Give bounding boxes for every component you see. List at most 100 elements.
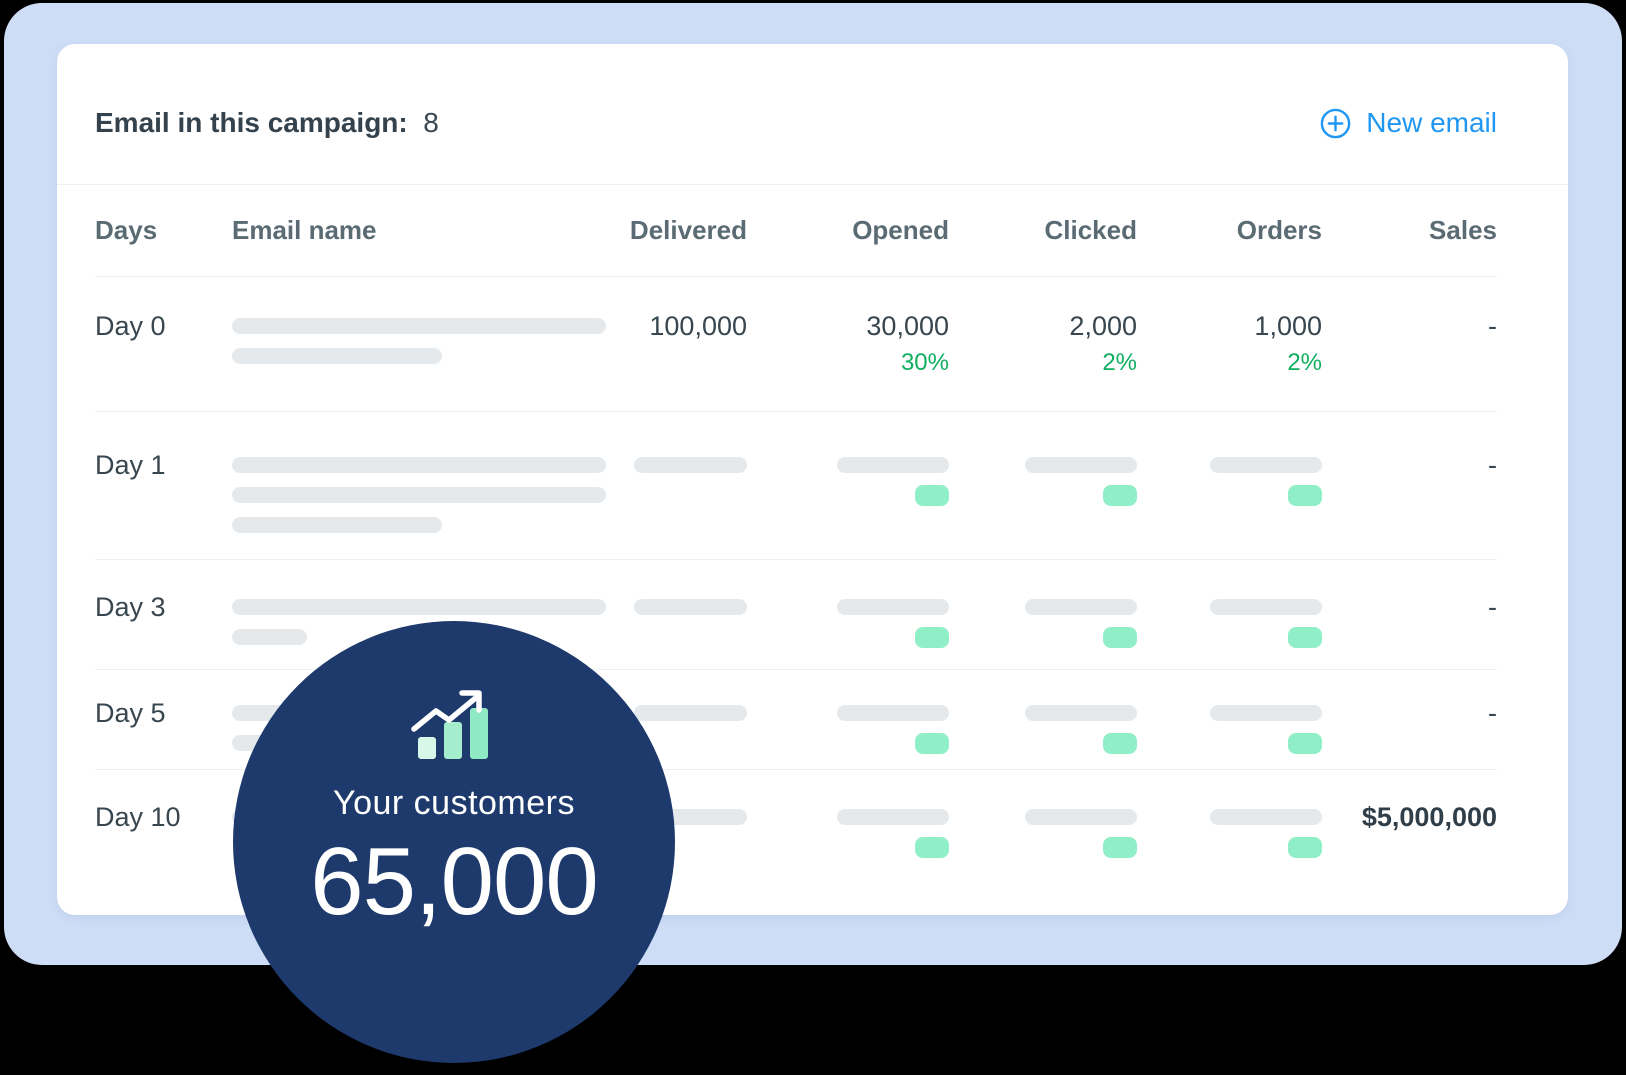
new-email-button[interactable]: New email [1320, 107, 1497, 139]
skeleton-bar [1210, 705, 1322, 721]
column-header-delivered: Delivered [629, 215, 747, 245]
skeleton-bar [232, 629, 307, 645]
day-cell: Day 1 [95, 450, 232, 480]
status-pill [1288, 733, 1322, 754]
sales-value: - [1488, 592, 1497, 622]
skeleton-bar [232, 318, 606, 334]
delivered-cell: 100,000 [622, 311, 747, 341]
email-name-cell [232, 592, 622, 645]
orders-cell [1137, 698, 1322, 754]
opened-cell [747, 450, 949, 506]
clicked-pill-line [949, 485, 1137, 506]
day-cell: Day 5 [95, 698, 232, 728]
table-header-row: Days Email name Delivered Opened Clicked Orde… [95, 185, 1497, 277]
orders-value: 1,000 [1254, 311, 1322, 341]
status-pill [1103, 485, 1137, 506]
sales-value: $5,000,000 [1361, 802, 1497, 832]
skeleton-bar [837, 705, 949, 721]
delivered-cell [622, 592, 747, 615]
table-row: Day 10 $5,000,000 [95, 770, 1497, 913]
skeleton-bar [837, 809, 949, 825]
orders-pill-line [1137, 485, 1322, 506]
column-header-email-name: Email name [232, 215, 377, 245]
sales-value: - [1488, 311, 1497, 341]
clicked-value: 2,000 [1069, 311, 1137, 341]
status-pill [1288, 485, 1322, 506]
day-cell: Day 3 [95, 592, 232, 622]
orders-cell: 1,000 2% [1137, 311, 1322, 376]
skeleton-bar [1025, 705, 1137, 721]
skeleton-bar [1210, 457, 1322, 473]
table-body: Day 0 100,000 30,000 30% 2,000 2% 1,000 2% - Day … [95, 277, 1497, 913]
table-row: Day 1 - [95, 412, 1497, 560]
sales-value: - [1488, 450, 1497, 480]
day-label: Day 3 [95, 592, 166, 622]
skeleton-bar [1025, 457, 1137, 473]
table-row: Day 3 - [95, 560, 1497, 670]
campaign-table: Days Email name Delivered Opened Clicked Orde… [57, 185, 1568, 913]
skeleton-bar [1210, 809, 1322, 825]
skeleton-bar [634, 705, 747, 721]
clicked-cell [949, 450, 1137, 506]
opened-pill-line [747, 627, 949, 648]
opened-value: 30,000 [866, 311, 949, 341]
customers-badge-label: Your customers [333, 784, 575, 822]
skeleton-bar [634, 457, 747, 473]
customers-badge-value: 65,000 [310, 828, 599, 935]
opened-pill-line [747, 485, 949, 506]
orders-cell [1137, 592, 1322, 648]
day-label: Day 0 [95, 311, 166, 341]
column-header-opened: Opened [852, 215, 949, 245]
orders-cell [1137, 802, 1322, 858]
status-pill [915, 485, 949, 506]
opened-percentage: 30% [900, 349, 949, 376]
sales-cell: - [1322, 450, 1497, 480]
column-header-sales: Sales [1429, 215, 1497, 245]
day-label: Day 1 [95, 450, 166, 480]
status-pill [915, 733, 949, 754]
opened-cell [747, 802, 949, 858]
email-name-cell [232, 450, 622, 533]
skeleton-bar [1210, 599, 1322, 615]
clicked-cell [949, 802, 1137, 858]
orders-pill-line [1137, 627, 1322, 648]
column-header-orders: Orders [1236, 215, 1322, 245]
opened-pill-line [747, 733, 949, 754]
skeleton-bar [1025, 599, 1137, 615]
clicked-pill-line [949, 837, 1137, 858]
orders-pill-line [1137, 837, 1322, 858]
status-pill [1103, 627, 1137, 648]
skeleton-bar [1025, 809, 1137, 825]
delivered-value: 100,000 [649, 311, 747, 341]
new-email-label: New email [1366, 107, 1497, 138]
skeleton-bar [837, 599, 949, 615]
page-title: Email in this campaign: 8 [95, 107, 439, 139]
orders-pill-line [1137, 733, 1322, 754]
day-cell: Day 10 [95, 802, 232, 832]
plus-circle-icon [1320, 108, 1351, 139]
status-pill [1103, 733, 1137, 754]
day-cell: Day 0 [95, 311, 232, 341]
status-pill [1288, 627, 1322, 648]
delivered-cell [622, 698, 747, 721]
table-row: Day 0 100,000 30,000 30% 2,000 2% 1,000 2% - [95, 277, 1497, 412]
status-pill [915, 837, 949, 858]
campaign-email-count-value: 8 [423, 107, 439, 138]
skeleton-bar [232, 517, 442, 533]
column-header-days: Days [95, 215, 158, 245]
clicked-cell [949, 698, 1137, 754]
sales-cell: - [1322, 698, 1497, 728]
sales-cell: $5,000,000 [1322, 802, 1497, 832]
opened-cell [747, 592, 949, 648]
skeleton-bar [634, 599, 747, 615]
skeleton-bar [837, 457, 949, 473]
clicked-pill-line [949, 733, 1137, 754]
delivered-cell [622, 450, 747, 473]
day-label: Day 10 [95, 802, 181, 832]
bar-chart-trend-icon [408, 681, 500, 770]
opened-cell: 30,000 30% [747, 311, 949, 376]
status-pill [1288, 837, 1322, 858]
day-label: Day 5 [95, 698, 166, 728]
clicked-cell [949, 592, 1137, 648]
orders-cell [1137, 450, 1322, 506]
